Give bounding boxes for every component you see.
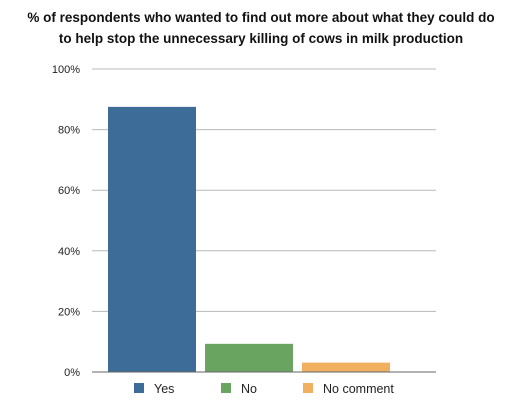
bars bbox=[108, 106, 390, 372]
y-tick-label: 0% bbox=[64, 367, 80, 379]
legend-label-yes: Yes bbox=[154, 382, 174, 396]
bar-yes bbox=[108, 106, 196, 372]
chart-title-line-2: to help stop the unnecessary killing of … bbox=[59, 31, 463, 46]
legend-swatch-yes bbox=[134, 383, 144, 393]
y-tick-label: 80% bbox=[58, 125, 80, 137]
legend-label-no: No bbox=[241, 382, 257, 396]
legend-swatch-no-comment bbox=[303, 383, 313, 393]
chart-title-line-1: % of respondents who wanted to find out … bbox=[27, 10, 494, 25]
y-tick-label: 40% bbox=[58, 246, 80, 258]
bar-no bbox=[205, 343, 293, 372]
legend-label-no-comment: No comment bbox=[323, 382, 394, 396]
y-tick-label: 100% bbox=[52, 64, 80, 76]
y-tick-label: 20% bbox=[58, 306, 80, 318]
legend-swatch-no bbox=[221, 383, 231, 393]
bar-no-comment bbox=[302, 362, 390, 372]
y-tick-label: 60% bbox=[58, 185, 80, 197]
y-axis-tick-labels: 0% 20% 40% 60% 80% 100% bbox=[52, 64, 80, 379]
legend: Yes No No comment bbox=[134, 382, 394, 396]
